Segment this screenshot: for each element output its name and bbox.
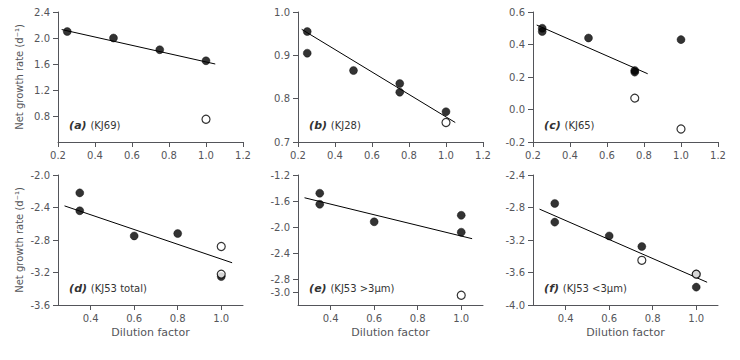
svg-text:(KJ53 total): (KJ53 total) [91, 283, 147, 294]
svg-text:0.2: 0.2 [509, 72, 525, 83]
svg-text:-3.0: -3.0 [270, 287, 290, 298]
svg-text:-2.4: -2.4 [270, 248, 290, 259]
svg-text:-3.6: -3.6 [505, 267, 525, 278]
svg-text:0.6: 0.6 [366, 313, 382, 324]
svg-text:(a): (a) [69, 119, 86, 132]
svg-text:0.6: 0.6 [126, 313, 142, 324]
svg-text:-2.8: -2.8 [505, 202, 525, 213]
svg-text:-3.2: -3.2 [505, 235, 525, 246]
svg-text:1.2: 1.2 [235, 150, 251, 161]
svg-text:1.0: 1.0 [673, 150, 689, 161]
svg-text:1.2: 1.2 [34, 85, 50, 96]
svg-text:0.4: 0.4 [327, 150, 343, 161]
svg-text:Dilution factor: Dilution factor [111, 326, 190, 339]
svg-text:0.4: 0.4 [323, 313, 339, 324]
svg-text:0.0: 0.0 [509, 104, 525, 115]
svg-text:-1.6: -1.6 [270, 196, 290, 207]
svg-text:(c): (c) [544, 119, 561, 132]
svg-text:(KJ53 >3μm): (KJ53 >3μm) [330, 283, 394, 294]
svg-text:-0.2: -0.2 [505, 137, 525, 148]
svg-text:0.8: 0.8 [645, 313, 661, 324]
svg-text:(KJ53 <3μm): (KJ53 <3μm) [563, 283, 627, 294]
svg-text:0.8: 0.8 [410, 313, 426, 324]
svg-text:-3.2: -3.2 [30, 267, 50, 278]
svg-text:-3.6: -3.6 [30, 300, 50, 311]
svg-text:0.2: 0.2 [525, 150, 541, 161]
svg-text:1.0: 1.0 [213, 313, 229, 324]
svg-text:2.0: 2.0 [34, 33, 50, 44]
svg-text:0.8: 0.8 [34, 111, 50, 122]
svg-text:1.0: 1.0 [453, 313, 469, 324]
svg-text:0.8: 0.8 [170, 313, 186, 324]
svg-text:1.6: 1.6 [34, 59, 50, 70]
svg-text:Net growth rate (d⁻¹): Net growth rate (d⁻¹) [14, 187, 25, 293]
svg-text:(KJ28): (KJ28) [331, 120, 361, 131]
svg-text:(d): (d) [69, 282, 87, 295]
svg-text:(b): (b) [309, 119, 327, 132]
svg-text:Net growth rate (d⁻¹): Net growth rate (d⁻¹) [14, 24, 25, 130]
svg-text:1.0: 1.0 [274, 7, 290, 18]
svg-text:0.4: 0.4 [562, 150, 578, 161]
svg-text:0.4: 0.4 [558, 313, 574, 324]
svg-text:1.0: 1.0 [198, 150, 214, 161]
svg-text:(f): (f) [544, 282, 559, 295]
svg-text:0.7: 0.7 [274, 137, 290, 148]
svg-text:0.6: 0.6 [509, 7, 525, 18]
svg-text:0.8: 0.8 [636, 150, 652, 161]
svg-text:-2.8: -2.8 [270, 274, 290, 285]
svg-text:-4.0: -4.0 [505, 300, 525, 311]
svg-text:-2.4: -2.4 [505, 170, 525, 181]
svg-text:0.2: 0.2 [290, 150, 306, 161]
svg-text:-1.2: -1.2 [270, 170, 290, 181]
svg-text:0.6: 0.6 [364, 150, 380, 161]
svg-text:1.2: 1.2 [475, 150, 491, 161]
svg-text:(KJ69): (KJ69) [90, 120, 120, 131]
svg-text:1.0: 1.0 [688, 313, 704, 324]
svg-text:0.4: 0.4 [83, 313, 99, 324]
svg-text:(e): (e) [309, 282, 327, 295]
svg-text:0.4: 0.4 [509, 39, 525, 50]
svg-text:Dilution factor: Dilution factor [586, 326, 665, 339]
svg-text:2.4: 2.4 [34, 7, 50, 18]
svg-text:-2.0: -2.0 [270, 222, 290, 233]
svg-text:0.2: 0.2 [50, 150, 66, 161]
svg-text:0.8: 0.8 [401, 150, 417, 161]
svg-text:0.9: 0.9 [274, 50, 290, 61]
svg-text:0.8: 0.8 [161, 150, 177, 161]
svg-text:0.6: 0.6 [601, 313, 617, 324]
svg-text:1.0: 1.0 [438, 150, 454, 161]
svg-text:Dilution factor: Dilution factor [351, 326, 430, 339]
svg-text:0.6: 0.6 [599, 150, 615, 161]
svg-text:-2.4: -2.4 [30, 202, 50, 213]
svg-text:0.6: 0.6 [124, 150, 140, 161]
svg-text:(KJ65): (KJ65) [564, 120, 594, 131]
svg-text:0.4: 0.4 [87, 150, 103, 161]
svg-text:-2.8: -2.8 [30, 235, 50, 246]
svg-text:0.8: 0.8 [274, 93, 290, 104]
svg-text:-2.0: -2.0 [30, 170, 50, 181]
svg-text:1.2: 1.2 [710, 150, 726, 161]
